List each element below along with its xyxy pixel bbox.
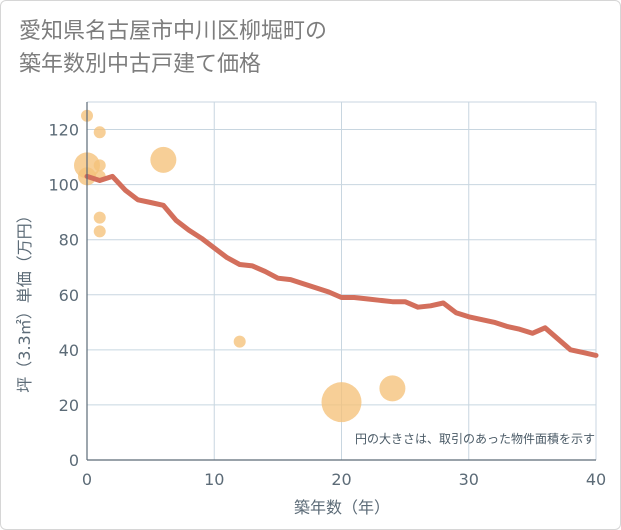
chart-note: 円の大きさは、取引のあった物件面積を示す — [355, 431, 595, 446]
y-tick-label: 20 — [59, 396, 79, 415]
y-tick-label: 0 — [69, 451, 79, 470]
chart-title-line-2: 築年数別中古戸建て価格 — [19, 52, 262, 77]
x-tick-label: 30 — [459, 470, 479, 489]
data-bubble — [150, 146, 177, 173]
y-tick-label: 40 — [59, 341, 79, 360]
bubble-layer — [74, 109, 406, 423]
chart-title-line-1: 愛知県名古屋市中川区柳堀町の — [19, 19, 328, 44]
chart-title: 愛知県名古屋市中川区柳堀町の 築年数別中古戸建て価格 — [19, 15, 327, 81]
x-tick-label: 10 — [204, 470, 224, 489]
y-axis-label: 坪（3.3㎡）単価（万円） — [15, 207, 34, 392]
y-tick-label: 80 — [59, 231, 79, 250]
data-bubble — [379, 375, 406, 402]
data-bubble — [93, 159, 106, 172]
data-bubble — [93, 126, 106, 139]
x-tick-label: 20 — [331, 470, 351, 489]
data-bubble — [93, 211, 106, 224]
trend-line — [84, 173, 599, 358]
x-tick-label: 0 — [82, 470, 92, 489]
x-axis-label: 築年数（年） — [294, 498, 390, 517]
y-tick-label: 120 — [48, 121, 79, 140]
data-bubble — [93, 225, 106, 238]
axis-layer: 0 20 40 60 80 100 120 0 10 20 30 40 — [48, 102, 606, 489]
data-bubble — [321, 382, 362, 423]
trend-layer — [84, 173, 599, 358]
x-tick-label: 40 — [586, 470, 606, 489]
y-tick-label: 60 — [59, 286, 79, 305]
data-bubble — [233, 335, 246, 348]
y-tick-label: 100 — [48, 176, 79, 195]
